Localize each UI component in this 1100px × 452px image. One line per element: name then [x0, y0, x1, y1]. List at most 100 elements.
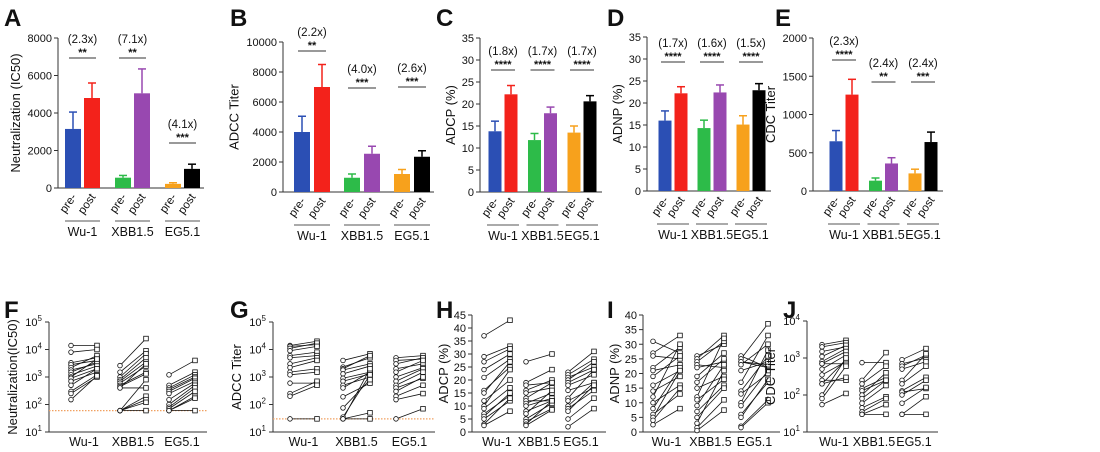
pair-line	[289, 345, 318, 352]
post-point	[143, 335, 149, 342]
pre-point	[68, 382, 74, 388]
pair-line	[168, 377, 196, 392]
group-label: XBB1.5	[691, 228, 733, 242]
condition-label: post	[743, 194, 766, 219]
post-point	[765, 376, 771, 383]
pair-line	[696, 341, 725, 363]
pre-point	[287, 416, 293, 422]
fold-change-label: (4.1x)	[168, 119, 198, 131]
post-point	[94, 346, 100, 353]
pair-line	[168, 374, 196, 389]
pair-line	[119, 365, 147, 384]
panel-b: B 0 2000 4000 6000 8000 10000 ADCC Titer pre-pos…	[227, 5, 434, 243]
pair-line	[395, 358, 424, 361]
pair-line	[119, 357, 147, 380]
pair-line	[395, 357, 424, 365]
pre-point	[68, 349, 74, 355]
pair-line	[821, 365, 847, 399]
post-point	[367, 372, 373, 378]
pair-line	[70, 357, 98, 364]
post-point	[549, 366, 555, 373]
panel-letter: E	[775, 5, 791, 32]
y-tick-label: 35	[462, 33, 474, 45]
post-point	[721, 335, 727, 342]
y-tick-label: 5	[468, 165, 474, 177]
y-tick-label: 25	[625, 354, 637, 366]
post-point	[420, 369, 426, 375]
pair-line	[483, 358, 511, 378]
pair-line	[483, 397, 511, 425]
fold-change-label: (7.1x)	[118, 34, 148, 46]
pre-point	[565, 408, 571, 414]
pre-point	[694, 414, 700, 421]
pair-line	[740, 349, 769, 403]
y-tick-label: 15	[462, 121, 474, 133]
pair-line	[119, 395, 147, 411]
pair-line	[168, 376, 196, 390]
y-tick-label: 10	[454, 401, 466, 413]
y-tick-label: 35	[454, 336, 466, 348]
group-label: Wu-1	[68, 225, 98, 239]
post-point	[549, 379, 555, 386]
significance-stars: ****	[534, 59, 552, 71]
bar-wu-1-post	[84, 98, 100, 188]
y-tick-label: 10	[625, 398, 637, 410]
pre-point	[650, 382, 656, 388]
pair-line	[696, 358, 725, 383]
group-label: EG5.1	[394, 229, 429, 243]
pair-line	[740, 361, 769, 366]
post-point	[923, 358, 929, 365]
pre-point	[287, 393, 293, 399]
significance-stars: ***	[356, 77, 370, 89]
pair-line	[861, 365, 887, 385]
bar-eg5.1-pre	[908, 173, 922, 191]
y-tick-label: 0	[468, 187, 474, 199]
post-point	[367, 376, 373, 383]
y-tick-label: 30	[629, 54, 641, 66]
post-point	[507, 366, 513, 373]
pair-line	[567, 358, 595, 376]
group-label: EG5.1	[563, 435, 598, 449]
pre-point	[565, 416, 571, 422]
post-point	[507, 377, 513, 383]
pair-line	[119, 401, 147, 411]
y-tick-label: 500	[789, 148, 807, 160]
pre-point	[819, 381, 825, 387]
post-point	[677, 341, 683, 347]
condition-label: pre-	[108, 192, 130, 216]
pre-point	[650, 367, 656, 374]
bar-xbb1.5-pre	[344, 177, 360, 192]
pre-point	[650, 373, 656, 380]
pre-point	[523, 403, 529, 409]
pre-point	[694, 397, 700, 403]
y-axis-label: CDC Titer	[763, 347, 778, 405]
y-tick-label: 5	[460, 414, 466, 426]
pre-point	[738, 379, 744, 385]
pre-point	[287, 364, 293, 371]
pair-line	[821, 348, 847, 362]
y-tick-label: 1500	[783, 71, 807, 83]
pair-line	[70, 358, 98, 378]
pair-line	[395, 355, 424, 359]
pair-line	[70, 349, 98, 353]
panel-g: G 101 102 103 104 105 ADCC Titer Wu-1 XBB1.5 EG5.…	[229, 297, 435, 449]
pair-line	[525, 382, 553, 386]
group-label: Wu-1	[69, 435, 99, 449]
pair-line	[168, 380, 196, 394]
pre-point	[859, 400, 865, 406]
pair-line	[901, 361, 927, 370]
pair-line	[395, 393, 424, 401]
bar-eg5.1-pre	[394, 174, 410, 192]
y-tick-label: 10	[629, 142, 641, 154]
pair-line	[861, 404, 887, 415]
pair-line	[525, 403, 553, 420]
post-point	[549, 351, 555, 357]
pair-line	[525, 369, 553, 383]
condition-label: post	[915, 194, 938, 219]
bar-wu-1-pre	[488, 131, 502, 192]
fold-change-label: (2.4x)	[908, 58, 938, 70]
condition-label: pre-	[58, 192, 80, 216]
bar-eg5.1-post	[583, 101, 597, 192]
pair-line	[861, 396, 887, 409]
